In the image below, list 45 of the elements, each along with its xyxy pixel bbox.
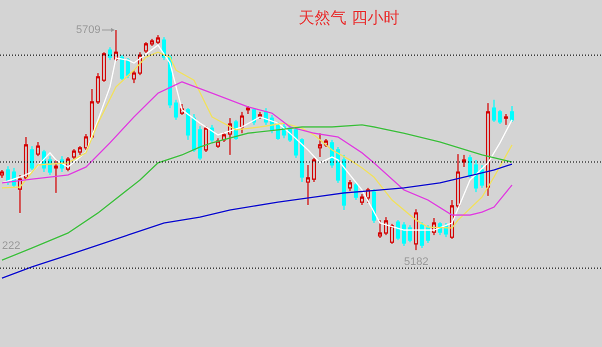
candlestick [378, 219, 382, 239]
candlestick [72, 148, 76, 160]
annotation: 5182 [404, 256, 428, 268]
candlestick [36, 141, 40, 157]
candlestick [360, 194, 364, 206]
candlestick [246, 105, 250, 115]
candlestick [348, 179, 352, 192]
candlestick [198, 126, 202, 161]
candlestick [402, 222, 406, 247]
candlestick [492, 99, 496, 123]
candlestick [420, 222, 424, 249]
candlestick [102, 52, 106, 82]
candlestick [120, 54, 124, 81]
candlestick [144, 42, 148, 54]
candlestick [156, 34, 160, 44]
candlestick [30, 146, 34, 171]
candlestick [462, 154, 466, 168]
candlestick [306, 164, 310, 206]
candlestick [468, 154, 472, 178]
candlestick [498, 109, 502, 125]
candlestick [510, 105, 514, 123]
candlestick [240, 111, 244, 134]
candlestick [150, 38, 154, 47]
candlestick [456, 153, 460, 209]
candlestick [108, 46, 112, 61]
candlestick [318, 132, 322, 158]
candlestick [414, 208, 418, 251]
candlestick [96, 72, 100, 105]
candlestick [300, 138, 304, 183]
candlestick [258, 111, 262, 120]
annotation: 222 [2, 240, 20, 252]
candlestick [84, 133, 88, 151]
annotation: 5709 [76, 24, 100, 36]
candlestick [54, 159, 58, 194]
candlestick [312, 157, 316, 183]
candlestick [78, 146, 82, 156]
candlestick [174, 99, 178, 120]
candlestick [390, 223, 394, 244]
candlestick [132, 70, 136, 84]
candlestick [186, 108, 190, 140]
candlestick [192, 113, 196, 153]
candlestick [504, 113, 508, 126]
candlestick [486, 102, 490, 196]
candlestick [24, 136, 28, 181]
text: 天然气 四小时 [298, 8, 400, 27]
